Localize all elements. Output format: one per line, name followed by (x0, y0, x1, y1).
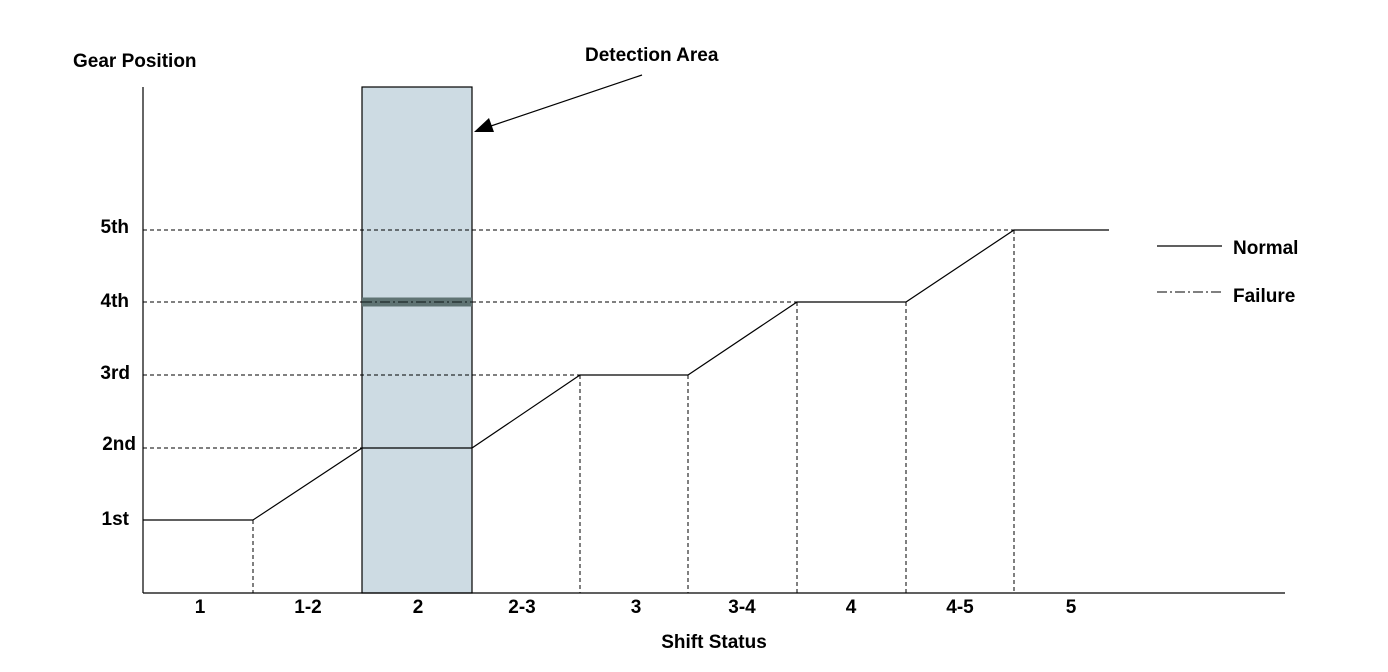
normal-line (143, 229, 1109, 521)
x-label: 1-2 (294, 597, 321, 618)
y-label: 3rd (100, 363, 130, 384)
detection-area (361, 86, 473, 594)
y-label: 1st (102, 509, 130, 530)
x-label: 2-3 (508, 597, 535, 618)
x-label: 1 (195, 597, 206, 618)
x-label: 4 (846, 597, 857, 618)
x-axis-title: Shift Status (661, 632, 767, 653)
annotation-label: Detection Area (585, 45, 719, 66)
y-label: 5th (101, 217, 130, 238)
x-label: 2 (413, 597, 424, 618)
y-label: 2nd (102, 434, 136, 455)
legend-label: Normal (1233, 238, 1298, 259)
annotation-arrow (487, 74, 643, 128)
x-label: 4-5 (946, 597, 974, 618)
x-label: 5 (1066, 597, 1077, 618)
x-label: 3-4 (728, 597, 756, 618)
x-label: 3 (631, 597, 642, 618)
y-axis-title: Gear Position (73, 51, 197, 72)
arrow-head (474, 118, 494, 132)
y-label: 4th (101, 291, 130, 312)
guide-lines (143, 229, 1015, 593)
legend-label: Failure (1233, 286, 1295, 307)
